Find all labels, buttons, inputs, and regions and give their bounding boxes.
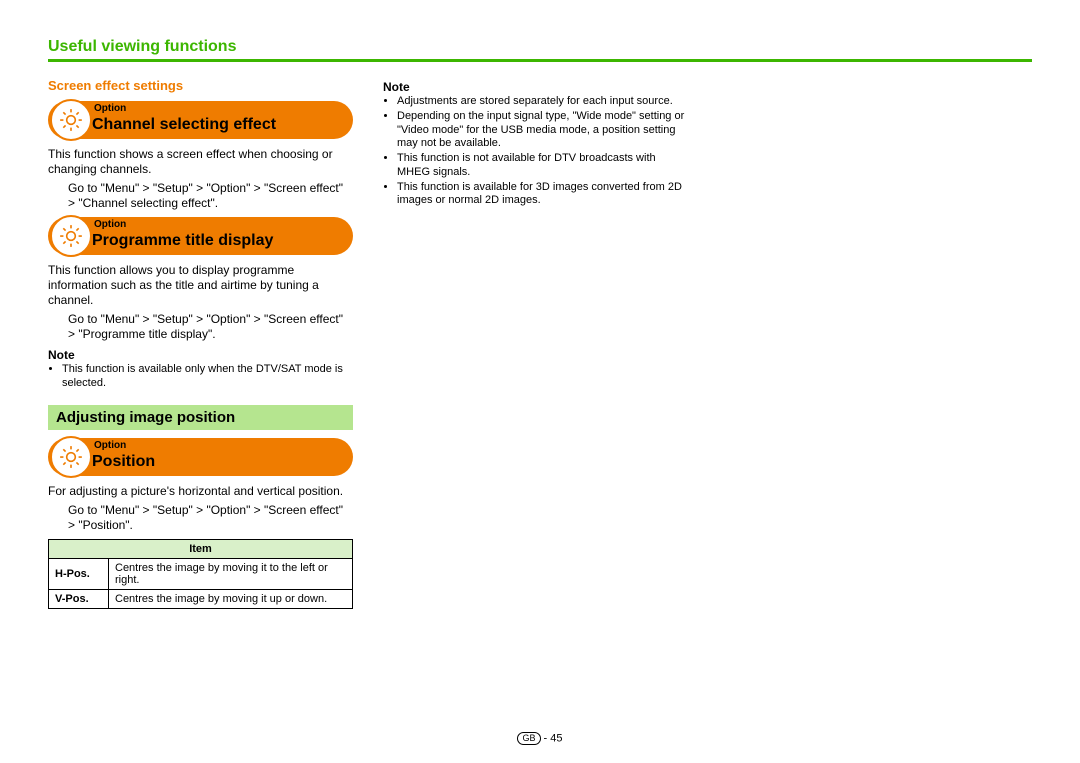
- note-item: This function is available only when the…: [62, 363, 353, 391]
- pill-label: Option: [94, 219, 126, 230]
- note-heading: Note: [48, 348, 353, 362]
- pill-title: Position: [92, 454, 155, 472]
- note-item: This function is available for 3D images…: [397, 181, 688, 209]
- paragraph: This function shows a screen effect when…: [48, 147, 353, 177]
- section-header: Useful viewing functions: [48, 38, 1032, 62]
- table-row: V-Pos. Centres the image by moving it up…: [49, 589, 353, 608]
- table-cell-key: V-Pos.: [49, 589, 109, 608]
- pill-title: Programme title display: [92, 233, 273, 251]
- note-item: Depending on the input signal type, "Wid…: [397, 110, 688, 151]
- table-header: Item: [49, 539, 353, 558]
- gear-icon: [50, 436, 92, 478]
- table-cell-value: Centres the image by moving it to the le…: [109, 558, 353, 589]
- green-band-adjusting: Adjusting image position: [48, 405, 353, 430]
- manual-page: Useful viewing functions Screen effect s…: [0, 0, 1080, 629]
- note-item: This function is not available for DTV b…: [397, 152, 688, 180]
- table-row: H-Pos. Centres the image by moving it to…: [49, 558, 353, 589]
- page-footer: GB - 45: [0, 732, 1080, 745]
- position-table: Item H-Pos. Centres the image by moving …: [48, 539, 353, 609]
- gear-icon: [50, 215, 92, 257]
- column-left: Screen effect settings Option Channel se…: [48, 74, 353, 609]
- note-heading: Note: [383, 80, 688, 94]
- paragraph: For adjusting a picture's horizontal and…: [48, 484, 353, 499]
- paragraph: This function allows you to display prog…: [48, 263, 353, 308]
- columns: Screen effect settings Option Channel se…: [48, 74, 1032, 609]
- pill-label: Option: [94, 103, 126, 114]
- table-cell-key: H-Pos.: [49, 558, 109, 589]
- pill-position: Option Position: [48, 438, 353, 476]
- menu-path: Go to "Menu" > "Setup" > "Option" > "Scr…: [68, 312, 353, 342]
- note-list: Adjustments are stored separately for ea…: [383, 95, 688, 208]
- pill-programme-title: Option Programme title display: [48, 217, 353, 255]
- subhead-screen-effect: Screen effect settings: [48, 78, 353, 93]
- menu-path: Go to "Menu" > "Setup" > "Option" > "Scr…: [68, 503, 353, 533]
- region-badge: GB: [517, 732, 540, 745]
- column-right: Note Adjustments are stored separately f…: [383, 74, 688, 609]
- menu-path: Go to "Menu" > "Setup" > "Option" > "Scr…: [68, 181, 353, 211]
- note-item: Adjustments are stored separately for ea…: [397, 95, 688, 109]
- pill-channel-selecting: Option Channel selecting effect: [48, 101, 353, 139]
- gear-icon: [50, 99, 92, 141]
- note-list: This function is available only when the…: [48, 363, 353, 391]
- table-cell-value: Centres the image by moving it up or dow…: [109, 589, 353, 608]
- pill-title: Channel selecting effect: [92, 117, 276, 135]
- pill-label: Option: [94, 440, 126, 451]
- page-number: - 45: [541, 733, 563, 745]
